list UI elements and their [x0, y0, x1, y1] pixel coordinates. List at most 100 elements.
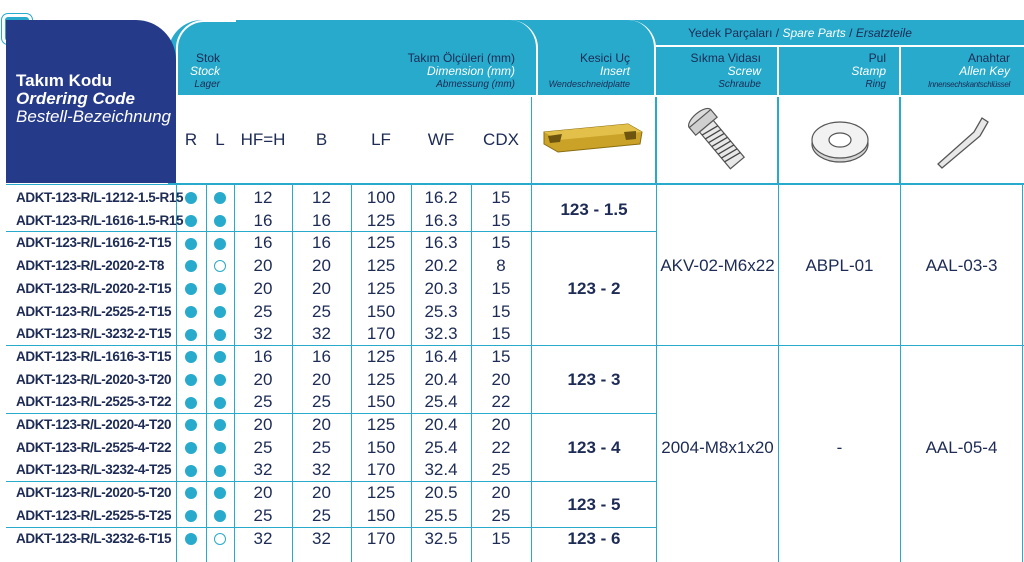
stock-r-cell: [176, 528, 206, 551]
row-code: ADKT-123-R/L-1616-3-T15: [16, 348, 172, 364]
dim-cdx-cell: 15: [491, 346, 511, 366]
column-head-cdx: CDX: [483, 130, 519, 149]
dim-hf-cell: 32: [253, 460, 273, 480]
stock-empty-dot-icon: [214, 532, 226, 545]
grid-vline: [1022, 184, 1023, 562]
dim-b-cell: 25: [312, 437, 331, 457]
dim-lf-cell: 125: [366, 483, 396, 503]
stock-r-cell: [176, 391, 206, 414]
dim-b-cell: 20: [312, 278, 331, 298]
row-code: ADKT-123-R/L-2020-5-T20: [16, 485, 172, 501]
row-code: ADKT-123-R/L-2525-4-T22: [16, 439, 172, 455]
dim-lf-cell: 125: [366, 256, 396, 276]
stock-filled-dot-icon: [214, 305, 226, 318]
stock-filled-dot-icon: [214, 351, 226, 364]
column-head-r: R: [184, 130, 198, 149]
ordering-code-en: Ordering Code: [16, 89, 136, 108]
stock-filled-dot-icon: [214, 328, 226, 341]
allen-key-icon: [937, 117, 989, 169]
stock-l-cell: [206, 505, 234, 528]
dim-hf-cell: 32: [253, 528, 273, 548]
grid-vline: [176, 184, 177, 562]
stock-filled-dot-icon: [185, 351, 197, 364]
dim-cdx-cell: 20: [491, 483, 511, 503]
stock-filled-dot-icon: [214, 487, 226, 500]
row-code: ADKT-123-R/L-1212-1.5-R15: [16, 190, 184, 205]
row-code: ADKT-123-R/L-3232-4-T25: [16, 462, 172, 478]
grid-hline-group: [6, 526, 656, 528]
stock-r-cell: [176, 459, 206, 482]
screw-header: Sıkma Vidası Screw Schraube: [690, 51, 761, 91]
stock-r-cell: [176, 232, 206, 255]
dim-lf-cell: 125: [366, 278, 396, 298]
stock-r-cell: [176, 187, 206, 210]
stock-filled-dot-icon: [185, 532, 197, 545]
row-code: ADKT-123-R/L-2525-3-T22: [16, 394, 172, 410]
dim-cdx-cell: 15: [491, 210, 511, 230]
dim-b-cell: 16: [312, 233, 331, 253]
grid-vline: [234, 184, 235, 562]
spare-parts-title: Yedek Parçaları / Spare Parts / Ersatzte…: [688, 26, 912, 40]
dim-b-cell: 25: [312, 505, 331, 525]
dim-cdx-cell: 15: [491, 528, 511, 548]
column-head-l: L: [215, 130, 225, 149]
dim-hf-cell: 25: [253, 392, 273, 412]
dim-lf-cell: 125: [366, 346, 396, 366]
grid-vline: [778, 184, 779, 562]
dim-wf-cell: 32.3: [424, 324, 458, 344]
stock-filled-dot-icon: [185, 328, 197, 341]
stock-filled-dot-icon: [185, 442, 197, 455]
dim-b-cell: 16: [312, 346, 331, 366]
row-code: ADKT-123-R/L-2020-3-T20: [16, 371, 172, 387]
dim-b-cell: 25: [312, 392, 331, 412]
dim-lf-cell: 125: [366, 369, 396, 389]
insert-cell: 123 - 6: [567, 528, 621, 548]
row-code: ADKT-123-R/L-3232-2-T15: [16, 326, 172, 342]
dim-b-cell: 20: [312, 415, 331, 434]
stock-l-cell: [206, 232, 234, 255]
dim-b-cell: 32: [312, 528, 331, 548]
stock-l-cell: [206, 210, 234, 233]
column-head-b: B: [315, 130, 328, 149]
stock-l-cell: [206, 278, 234, 301]
stock-l-cell: [206, 482, 234, 505]
dim-wf-cell: 16.3: [424, 210, 458, 230]
dim-wf-cell: 20.2: [424, 256, 458, 276]
dim-cdx-cell: 8: [496, 256, 506, 276]
dim-lf-cell: 170: [366, 460, 396, 480]
stock-r-cell: [176, 414, 206, 437]
dim-hf-cell: 25: [253, 437, 273, 457]
column-head-wf: WF: [427, 130, 455, 149]
stock-filled-dot-icon: [185, 215, 197, 228]
stock-filled-dot-icon: [214, 215, 226, 228]
stock-r-cell: [176, 346, 206, 369]
dim-lf-cell: 125: [366, 210, 396, 230]
stock-filled-dot-icon: [214, 464, 226, 477]
grid-hline-group: [6, 481, 656, 483]
stock-l-cell: [206, 459, 234, 482]
dim-hf-cell: 25: [253, 301, 273, 321]
dim-lf-cell: 150: [366, 301, 396, 321]
screw-cell: 2004-M8x1x20: [661, 438, 774, 458]
stock-r-cell: [176, 210, 206, 233]
key-cell: AAL-03-3: [925, 256, 998, 276]
dim-wf-cell: 16.3: [424, 233, 458, 253]
screw-icon: [688, 107, 746, 170]
grid-hline-group: [6, 413, 656, 414]
stock-filled-dot-icon: [185, 260, 197, 273]
dim-hf-cell: 20: [253, 415, 273, 434]
dim-b-cell: 20: [312, 369, 331, 389]
grid-vline: [351, 184, 352, 562]
row-code: ADKT-123-R/L-1616-1.5-R15: [16, 212, 184, 228]
grid-vline: [531, 184, 532, 562]
screw-cell: AKV-02-M6x22: [660, 256, 775, 276]
dim-hf-cell: 16: [253, 210, 273, 230]
stock-l-cell: [206, 391, 234, 414]
dim-b-cell: 16: [312, 210, 331, 230]
stock-r-cell: [176, 255, 206, 278]
header-separator-insert: [530, 20, 656, 96]
dim-b-cell: 32: [312, 324, 331, 344]
dim-wf-cell: 25.4: [424, 437, 458, 457]
grid-vline: [411, 184, 412, 562]
dim-hf-cell: 20: [253, 369, 273, 389]
